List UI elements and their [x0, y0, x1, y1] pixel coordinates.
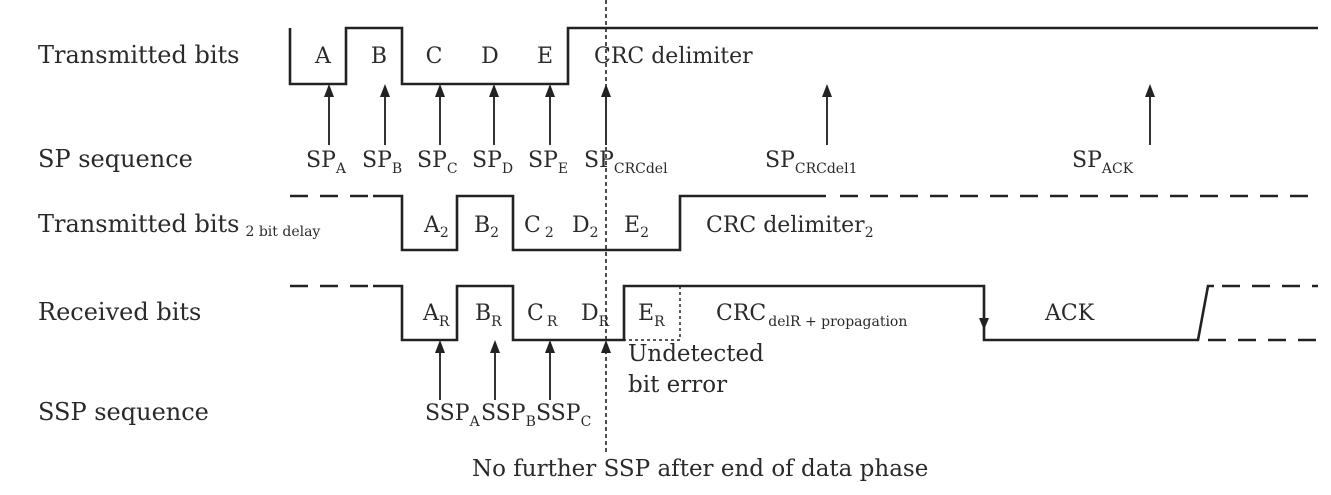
tx-waveform — [288, 26, 1318, 86]
rx-e-bit-outline — [624, 286, 681, 341]
tx-bit-c: C — [426, 44, 443, 69]
ssp-label-a: SSPA — [425, 401, 481, 430]
undetected-error-line2: bit error — [628, 372, 727, 398]
ssp-arrow-c — [545, 340, 555, 400]
rx-ack: ACK — [1044, 301, 1095, 326]
sp-arrow-ack — [1145, 84, 1155, 145]
ssp-arrow-a — [435, 340, 445, 400]
delay-bit-b: B2 — [474, 213, 499, 241]
sp-arrows — [324, 84, 1155, 145]
tx-bit-e: E — [537, 44, 553, 69]
sp-arrow-d — [489, 84, 499, 145]
rx-bit-a: AR — [422, 301, 450, 330]
sp-arrow-crcdel — [601, 84, 611, 145]
sp-label-a: SPA — [306, 148, 347, 177]
undetected-error-line1: Undetected — [628, 341, 764, 367]
ssp-label-b: SSPB — [481, 401, 536, 430]
ssp-labels: SSPA SSPB SSPC — [425, 401, 591, 430]
delay-waveform — [373, 194, 826, 252]
delay-bit-e: E2 — [624, 213, 649, 241]
row-label-transmitted-delay: Transmitted bits 2 bit delay — [38, 210, 320, 240]
ssp-arrow-d-missed — [601, 340, 611, 353]
row-label-sp-sequence: SP sequence — [38, 145, 193, 173]
sp-label-crcdel: SPCRCdel — [584, 148, 668, 177]
rx-crc-delimiter: CRC delR + propagation — [716, 301, 907, 330]
delay-crc-delimiter: CRC delimiter2 — [706, 213, 874, 241]
sp-label-ack: SPACK — [1072, 148, 1134, 177]
ssp-arrow-b — [490, 340, 500, 400]
rx-bit-e: ER — [638, 301, 665, 330]
row-label-transmitted: Transmitted bits — [38, 41, 239, 69]
row-label-ssp-sequence: SSP sequence — [38, 398, 209, 426]
sp-arrow-c — [435, 84, 445, 145]
sp-arrow-e — [545, 84, 555, 145]
sp-label-b: SPB — [362, 148, 402, 177]
tx-bit-a: A — [314, 44, 332, 69]
delay-bit-a: A2 — [423, 213, 449, 241]
sp-arrow-crcdel1 — [822, 84, 832, 145]
rx-bit-d: DR — [581, 301, 610, 330]
rx-bit-b: BR — [475, 301, 502, 330]
row-label-received: Received bits — [38, 298, 201, 326]
tx-crc-delimiter: CRC delimiter — [594, 44, 753, 69]
sp-arrow-b — [380, 84, 390, 145]
sp-arrow-a — [324, 84, 334, 145]
ssp-label-c: SSPC — [536, 401, 591, 430]
sp-label-crcdel1: SPCRCdel1 — [765, 148, 857, 177]
footer-note: No further SSP after end of data phase — [472, 456, 928, 482]
rx-falling-edge-arrow — [979, 318, 989, 330]
ssp-arrows — [435, 340, 611, 400]
delay-bit-d: D2 — [572, 213, 599, 241]
sp-label-c: SPC — [417, 148, 458, 177]
tx-bit-labels: A B C D E CRC delimiter — [314, 44, 753, 69]
sp-label-e: SPE — [528, 148, 568, 177]
sp-labels: SPA SPB SPC SPD SPE SPCRCdel SPCRCdel1 S… — [306, 148, 1134, 177]
tx-bit-b: B — [371, 44, 387, 69]
sp-label-d: SPD — [472, 148, 513, 177]
rx-waveform — [373, 284, 1214, 342]
tx-bit-d: D — [481, 44, 499, 69]
